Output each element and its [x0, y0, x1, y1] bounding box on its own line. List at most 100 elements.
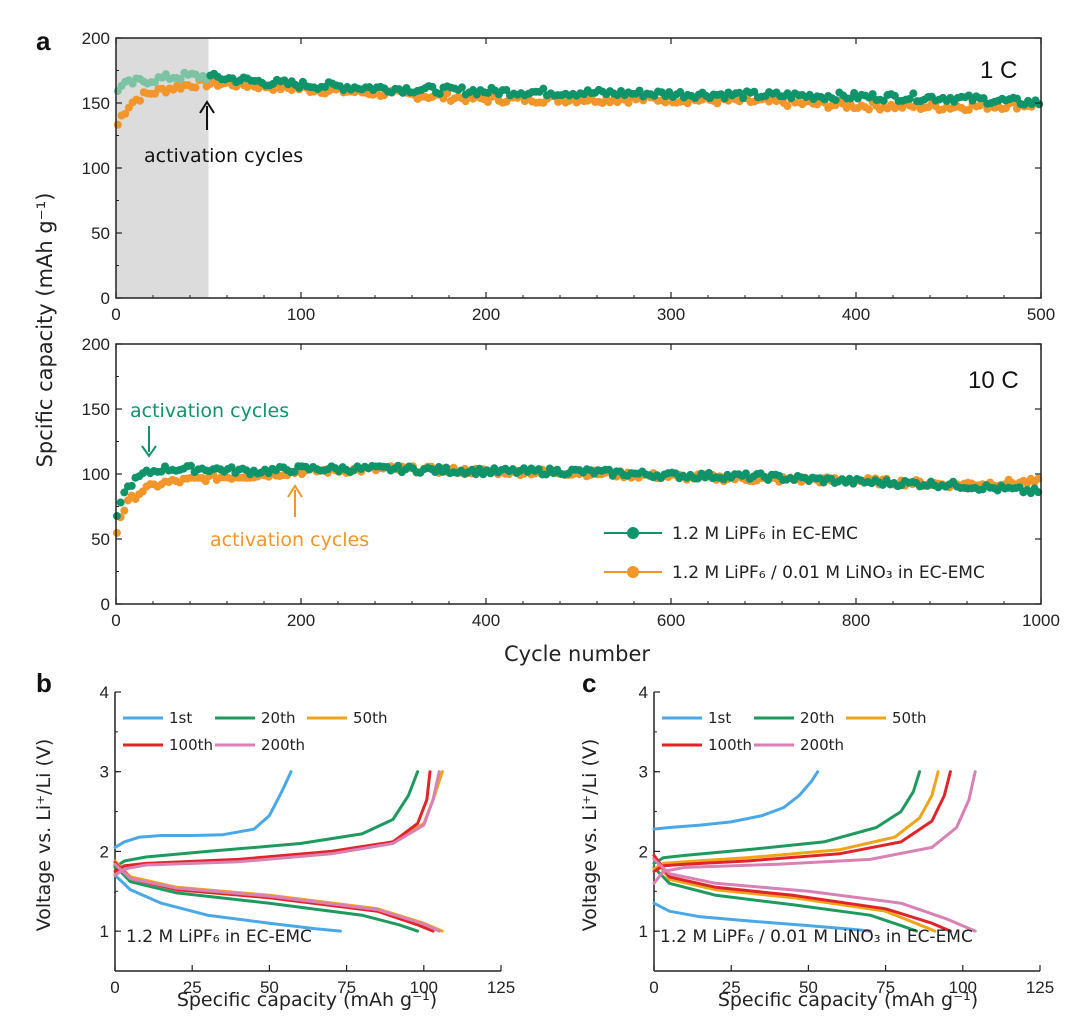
x-tick-label: 600: [657, 611, 685, 630]
curve-100th-discharge: [652, 853, 952, 933]
x-tick-label: 125: [487, 978, 515, 997]
series-green: [113, 68, 1044, 109]
legend-entry-100th: 100th: [123, 736, 213, 754]
y-tick-label: 3: [100, 763, 109, 782]
legend-entry-1st: 1st: [123, 709, 192, 727]
data-point: [120, 488, 129, 497]
legend-entry-20th: 20th: [754, 709, 834, 727]
chart-b: 0 25 50 75 100 125 1 2 3 4 1st 20th 50th 100th 200th: [100, 683, 516, 997]
legend-label: 50th: [353, 709, 387, 727]
data-point: [741, 469, 750, 478]
legend-entry-green: 1.2 M LiPF₆ in EC-EMC: [604, 524, 858, 544]
x-tick-label: 75: [876, 978, 895, 997]
legend-label: 1st: [169, 709, 192, 727]
condition-label-c: 1.2 M LiPF₆ / 0.01 M LiNO₃ in EC-EMC: [660, 927, 973, 947]
activation-label-green: activation cycles: [130, 400, 289, 422]
data-point: [783, 102, 792, 111]
x-tick-label: 300: [657, 305, 685, 324]
y-tick-label: 1: [100, 922, 109, 941]
y-axis-label-a: Spcific capacity (mAh g⁻¹): [33, 193, 57, 468]
legend: 1.2 M LiPF₆ in EC-EMC 1.2 M LiPF₆ / 0.01…: [604, 524, 985, 583]
data-point: [542, 470, 551, 479]
curve-200th-discharge: [652, 857, 977, 933]
legend-label-green: 1.2 M LiPF₆ in EC-EMC: [672, 524, 858, 544]
data-point: [113, 120, 122, 129]
data-point: [661, 98, 670, 107]
y-axis-label-c: Voltage vs. Li⁺/Li (V): [579, 739, 601, 932]
legend-label: 20th: [800, 709, 834, 727]
data-point: [539, 84, 548, 93]
curve-50th-discharge: [652, 856, 937, 933]
y-tick-label: 2: [639, 842, 648, 861]
data-point: [435, 89, 444, 98]
curve-20th-charge: [652, 770, 922, 865]
y-tick-label: 50: [91, 530, 110, 549]
data-point: [121, 109, 130, 118]
plot-frame: [115, 37, 1042, 299]
x-tick-label: 800: [842, 611, 870, 630]
x-tick-label: 125: [1026, 978, 1054, 997]
data-point: [136, 96, 145, 105]
data-point: [457, 83, 466, 92]
condition-label-b: 1.2 M LiPF₆ in EC-EMC: [126, 927, 312, 947]
x-tick-label: 25: [183, 978, 202, 997]
x-tick-label: 500: [1027, 305, 1055, 324]
legend-label: 100th: [169, 736, 213, 754]
y-tick-label: 0: [101, 289, 110, 308]
data-point: [112, 528, 121, 537]
y-tick-label: 50: [91, 224, 110, 243]
data-point: [461, 97, 470, 106]
data-point: [831, 96, 840, 105]
data-point: [720, 94, 729, 103]
y-tick-label: 200: [82, 29, 110, 48]
y-tick-label: 150: [82, 94, 110, 113]
curve-20th-charge: [113, 770, 420, 869]
x-axis-label-c: Specific capacity (mAh g⁻¹): [718, 989, 978, 1011]
legend-entry-1st: 1st: [662, 709, 731, 727]
y-tick-label: 100: [82, 159, 110, 178]
curve-1st-discharge: [113, 873, 342, 933]
rate-label-1c: 1 C: [980, 57, 1017, 84]
y-tick-label: 4: [639, 683, 648, 702]
x-axis-label-b: Specific capacity (mAh g⁻¹): [177, 989, 437, 1011]
legend-entry-200th: 200th: [215, 736, 305, 754]
legend-label: 50th: [892, 709, 926, 727]
arrow-down-icon: [141, 426, 157, 458]
curve-1st-charge: [113, 770, 293, 849]
data-point: [443, 89, 452, 98]
x-tick-label: 100: [949, 978, 977, 997]
series-green: [112, 461, 1043, 521]
x-tick-label: 400: [842, 305, 870, 324]
x-axis-label-a: Cycle number: [504, 642, 650, 666]
legend-entry-50th: 50th: [846, 709, 926, 727]
data-point: [868, 90, 877, 99]
chart-a-bottom: 0 200 400 600 800 1000 0 50 100 150 200: [82, 335, 1060, 630]
chart-c: 0 25 50 75 100 125 1 2 3 4 1st 20th 50th 100th 200th: [639, 683, 1055, 997]
data-point: [120, 506, 129, 515]
y-tick-label: 0: [101, 595, 110, 614]
y-axis-label-b: Voltage vs. Li⁺/Li (V): [33, 739, 55, 932]
legend-label: 1st: [708, 709, 731, 727]
x-tick-label: 200: [472, 305, 500, 324]
curve-100th-charge: [652, 770, 952, 873]
x-tick-label: 100: [410, 978, 438, 997]
data-point: [864, 105, 873, 114]
y-tick-label: 200: [82, 335, 110, 354]
data-point: [295, 83, 304, 92]
y-tick-label: 1: [639, 922, 648, 941]
data-point: [394, 461, 403, 470]
data-point: [624, 98, 633, 107]
x-tick-label: 0: [110, 978, 119, 997]
data-point: [879, 96, 888, 105]
activation-label-orange: activation cycles: [210, 529, 369, 551]
x-tick-label: 1000: [1022, 611, 1060, 630]
data-point: [713, 99, 722, 108]
data-point: [635, 86, 644, 95]
legend-entry-200th: 200th: [754, 736, 844, 754]
data-point: [605, 465, 614, 474]
x-tick-label: 100: [287, 305, 315, 324]
y-tick-label: 100: [82, 465, 110, 484]
panel-label-a: a: [36, 26, 51, 56]
arrow-up-icon: [199, 100, 215, 130]
